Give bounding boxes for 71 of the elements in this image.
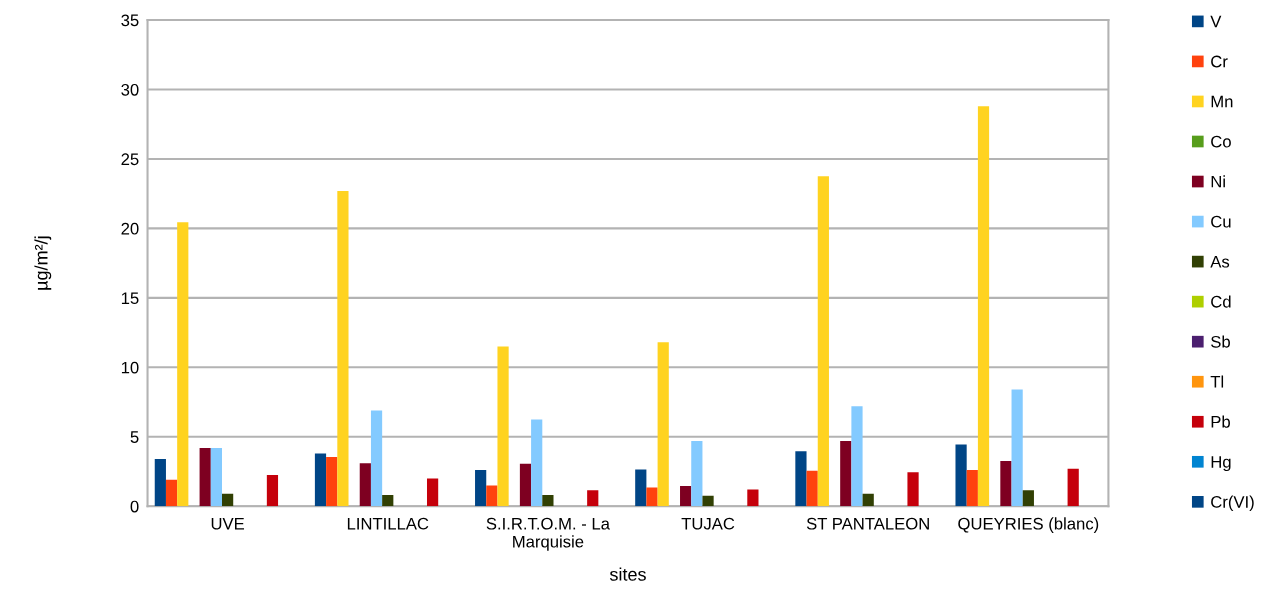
y-tick-label: 20 (121, 222, 139, 235)
y-tick-label: 10 (121, 361, 139, 374)
bar (747, 489, 759, 507)
bar (907, 472, 919, 507)
bar (326, 456, 338, 507)
bar (966, 470, 978, 507)
legend-label: Cu (1211, 215, 1231, 228)
bar (519, 463, 532, 507)
bar (795, 451, 807, 507)
bar (359, 463, 371, 507)
y-tick-label: 15 (121, 292, 139, 305)
bar (370, 410, 383, 507)
bar (955, 444, 967, 507)
bar (222, 493, 234, 507)
bar (587, 490, 599, 507)
legend-label: Cd (1211, 295, 1231, 308)
bar (702, 495, 714, 507)
bar (177, 222, 189, 507)
bar (199, 447, 211, 507)
bar (646, 487, 658, 507)
x-tick-label: LINTILLAC (347, 517, 429, 530)
y-tick-label: 25 (121, 153, 139, 166)
legend-label: As (1210, 255, 1230, 268)
bar (497, 346, 509, 507)
bar (977, 106, 990, 507)
bar (337, 190, 349, 507)
bar (635, 469, 647, 507)
x-tick-label: QUEYRIES (blanc) (958, 517, 1099, 533)
x-tick-label: S.I.R.T.O.M. - La Marquisie (486, 517, 610, 551)
bar (657, 342, 669, 507)
legend-label: V (1210, 15, 1222, 28)
x-tick-label: UVE (211, 517, 245, 530)
x-axis-title: sites (609, 567, 646, 581)
legend-label: Ni (1211, 175, 1225, 188)
bar (680, 486, 692, 507)
bar (210, 447, 223, 507)
legend-label: Pb (1211, 415, 1230, 428)
x-tick-label: TUJAC (681, 517, 735, 530)
bar (382, 495, 394, 507)
x-tick-label: ST PANTALEON (806, 517, 929, 530)
bar (531, 419, 543, 507)
y-axis-title: µg/m²/j (34, 236, 52, 290)
legend-label: Tl (1210, 375, 1224, 388)
y-tick-label: 30 (121, 83, 139, 96)
legend-label: Cr(VI) (1211, 495, 1254, 512)
bar (165, 479, 178, 507)
y-tick-label: 5 (130, 431, 139, 443)
bar (1011, 389, 1023, 507)
bar (486, 485, 498, 507)
legend-label: Cr (1211, 55, 1228, 68)
legend-label: Co (1211, 135, 1231, 148)
legend-label: Mn (1211, 95, 1233, 108)
bar (1000, 461, 1012, 507)
bar (426, 478, 439, 507)
bar (691, 440, 703, 507)
bar (817, 176, 829, 507)
legend-label: Sb (1211, 335, 1230, 348)
bar (154, 459, 166, 507)
bar (1022, 490, 1034, 507)
bar (851, 406, 863, 507)
legend-label: Hg (1211, 456, 1231, 472)
bar (266, 474, 279, 507)
bar (1067, 468, 1079, 507)
bar (314, 453, 327, 507)
bar (475, 470, 487, 507)
y-tick-label: 0 (130, 500, 139, 513)
bar (840, 440, 852, 507)
y-tick-label: 35 (121, 14, 139, 27)
bar (806, 470, 818, 507)
bar (862, 493, 874, 507)
bar (542, 495, 554, 507)
